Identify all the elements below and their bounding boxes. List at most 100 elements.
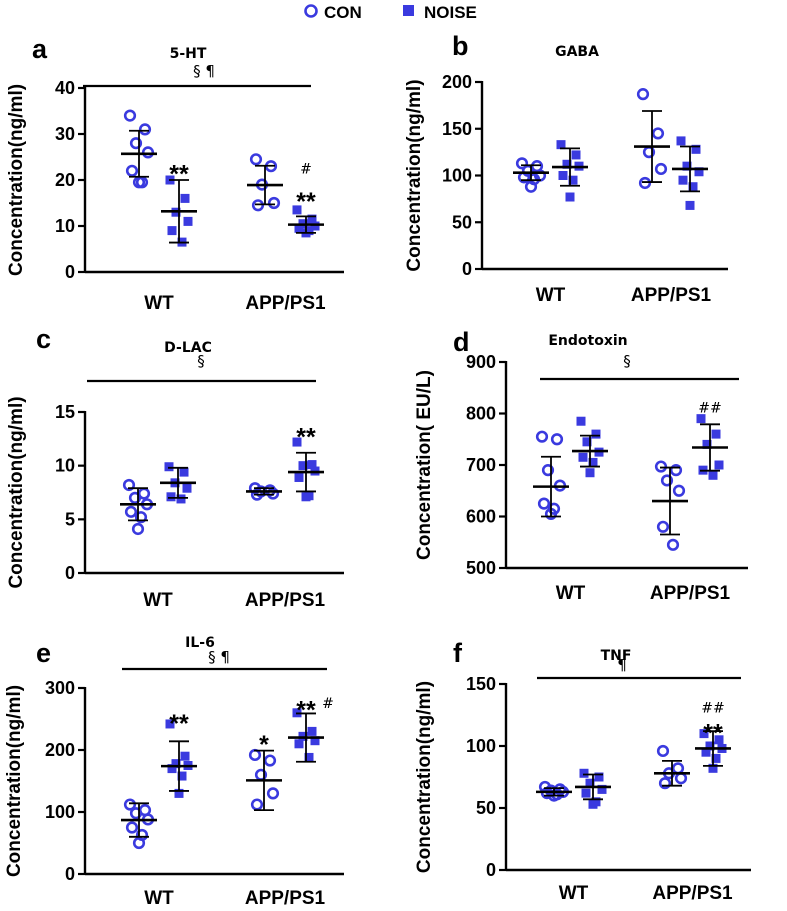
data-point-noise (699, 729, 709, 739)
series-a-1 (161, 175, 197, 247)
data-point-con (524, 180, 538, 193)
significance-annotation-a: ** (296, 188, 316, 216)
data-point-noise (292, 205, 302, 215)
significance-bar-label-f: ¶ (617, 656, 627, 674)
significance-annotation-e: ** (296, 697, 316, 725)
series-f-0 (536, 780, 572, 802)
x-category-label-f: WT (559, 883, 589, 904)
x-category-label-a: WT (144, 293, 174, 314)
data-point-noise (176, 494, 186, 504)
y-tick-label-d: 900 (466, 352, 496, 372)
data-point-noise (576, 416, 586, 426)
series-e-2 (246, 748, 282, 812)
significance-annotation-e: # (322, 696, 334, 712)
data-point-noise (694, 167, 704, 177)
data-point-noise (571, 150, 581, 160)
data-point-noise (310, 221, 320, 231)
data-point-con (125, 164, 139, 177)
data-point-con (129, 807, 143, 820)
y-tick-label-d: 600 (466, 507, 496, 527)
data-point-noise (708, 470, 718, 480)
x-category-label-b: APP/PS1 (631, 285, 712, 306)
data-point-noise (688, 182, 698, 192)
series-b-1 (552, 140, 588, 202)
data-point-con (654, 162, 668, 176)
data-point-con (636, 88, 650, 101)
y-tick-label-a: 40 (55, 78, 75, 98)
data-point-noise (711, 429, 721, 439)
y-tick-label-e: 300 (45, 678, 75, 698)
significance-bar-label-e: § ¶ (208, 648, 230, 666)
series-a-0 (121, 109, 157, 189)
panel-letter-f: f (453, 638, 463, 668)
data-point-con (550, 433, 564, 446)
data-point-noise (298, 461, 308, 471)
data-point-noise (585, 778, 595, 788)
panel-c: c D-LAC§ 0 5 10 15 Concentration(ng/ml) WT APP/P… (6, 324, 344, 611)
x-category-label-d: WT (556, 583, 586, 604)
y-tick-label-f: 50 (476, 798, 496, 818)
x-category-label-c: WT (143, 590, 173, 611)
data-point-con (249, 153, 263, 166)
series-d-0 (533, 430, 569, 521)
y-tick-label-e: 0 (65, 864, 75, 884)
data-point-con (129, 137, 143, 150)
y-tick-label-e: 100 (45, 802, 75, 822)
y-tick-label-d: 800 (466, 404, 496, 424)
data-point-con (263, 754, 277, 767)
panel-title-b: GABA (555, 44, 599, 60)
legend: CON NOISE (304, 3, 477, 22)
data-point-con (123, 109, 137, 122)
y-tick-label-d: 700 (466, 455, 496, 475)
y-tick-label-a: 30 (55, 124, 75, 144)
data-point-con (134, 511, 148, 524)
data-point-noise (174, 788, 184, 798)
data-point-noise (714, 735, 724, 745)
data-point-noise (565, 192, 575, 202)
legend-con-label: CON (324, 3, 362, 22)
y-tick-label-e: 200 (45, 740, 75, 760)
data-point-con (654, 460, 668, 473)
data-point-con (125, 821, 139, 834)
panel-a: a 5-HT§ ¶ 0 10 20 30 40 Concentration(ng/ml) WT A… (6, 34, 344, 314)
y-axis-label-b: Concentration(ng/ml) (404, 79, 425, 271)
y-axis-label-e: Concentration(ng/ml) (4, 685, 25, 877)
y-tick-label-b: 100 (442, 166, 472, 186)
data-point-noise (180, 751, 190, 761)
data-point-noise (581, 788, 591, 798)
significance-bar-label-a: § ¶ (193, 62, 215, 80)
data-point-con (537, 497, 551, 510)
significance-annotation-a: ** (169, 161, 189, 189)
significance-annotation-d: ## (698, 400, 721, 416)
series-c-0 (120, 478, 156, 536)
data-point-con (656, 520, 670, 533)
data-point-noise (167, 764, 177, 774)
data-point-con (267, 196, 281, 210)
data-point-noise (167, 226, 177, 236)
panel-letter-e: e (36, 638, 51, 668)
data-point-noise (304, 752, 314, 762)
data-point-noise (597, 784, 607, 794)
data-point-noise (578, 452, 588, 462)
legend-noise-label: NOISE (424, 3, 477, 22)
series-f-3 (695, 729, 731, 773)
data-point-con (651, 127, 665, 140)
series-b-0 (513, 157, 549, 193)
data-point-noise (307, 214, 317, 224)
series-e-3 (288, 708, 324, 763)
data-point-noise (714, 460, 724, 470)
series-b-2 (634, 88, 670, 190)
x-category-label-c: APP/PS1 (245, 590, 326, 611)
series-f-2 (654, 744, 690, 790)
data-point-con (674, 772, 688, 785)
data-point-noise (294, 739, 304, 749)
series-b-3 (672, 136, 708, 210)
significance-annotation-a: # (300, 162, 312, 178)
y-tick-label-f: 0 (486, 860, 496, 880)
data-point-con (266, 787, 280, 800)
data-point-noise (696, 414, 706, 424)
series-e-0 (121, 798, 157, 850)
significance-bar-label-c: § (197, 352, 205, 370)
panel-title-f: TNF (601, 648, 632, 664)
